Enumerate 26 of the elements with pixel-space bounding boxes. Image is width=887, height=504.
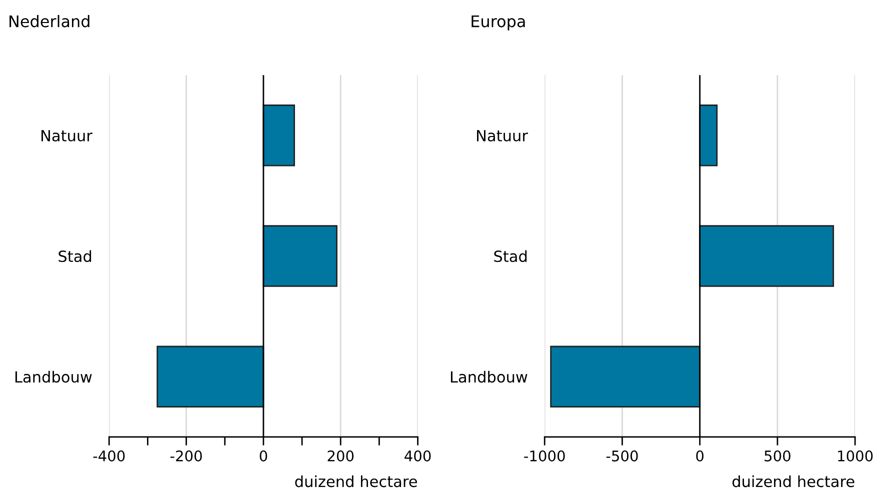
x-tick-label: 400 bbox=[404, 450, 431, 462]
x-tick-label: -200 bbox=[170, 450, 202, 462]
x-tick-label: -400 bbox=[93, 450, 125, 462]
y-tick-label: Stad bbox=[58, 250, 92, 262]
chart-title: Europa bbox=[472, 15, 525, 30]
x-tick-label: -500 bbox=[606, 450, 638, 462]
bar bbox=[699, 104, 718, 166]
chart-title: Nederland bbox=[10, 14, 90, 28]
y-tick-label: Stad bbox=[494, 250, 527, 262]
bar bbox=[156, 346, 264, 408]
y-tick-label: Landbouw bbox=[450, 370, 528, 383]
x-tick-label: 0 bbox=[260, 450, 268, 462]
x-tick-label: 200 bbox=[328, 450, 354, 462]
bar bbox=[550, 346, 701, 408]
x-axis-title: duizend hectare bbox=[295, 475, 417, 488]
x-tick-label: 500 bbox=[764, 450, 790, 462]
y-tick-label: Natuur bbox=[42, 130, 92, 142]
bar bbox=[699, 225, 834, 287]
y-tick-label: Natuur bbox=[477, 130, 528, 142]
bar bbox=[262, 225, 338, 287]
x-tick-label: 0 bbox=[696, 450, 704, 462]
x-tick-label: 1000 bbox=[838, 450, 873, 462]
x-tick-label: -1000 bbox=[524, 450, 565, 462]
y-tick-label: Landbouw bbox=[15, 370, 92, 383]
x-axis-title: duizend hectare bbox=[732, 475, 854, 488]
bar bbox=[262, 104, 295, 166]
